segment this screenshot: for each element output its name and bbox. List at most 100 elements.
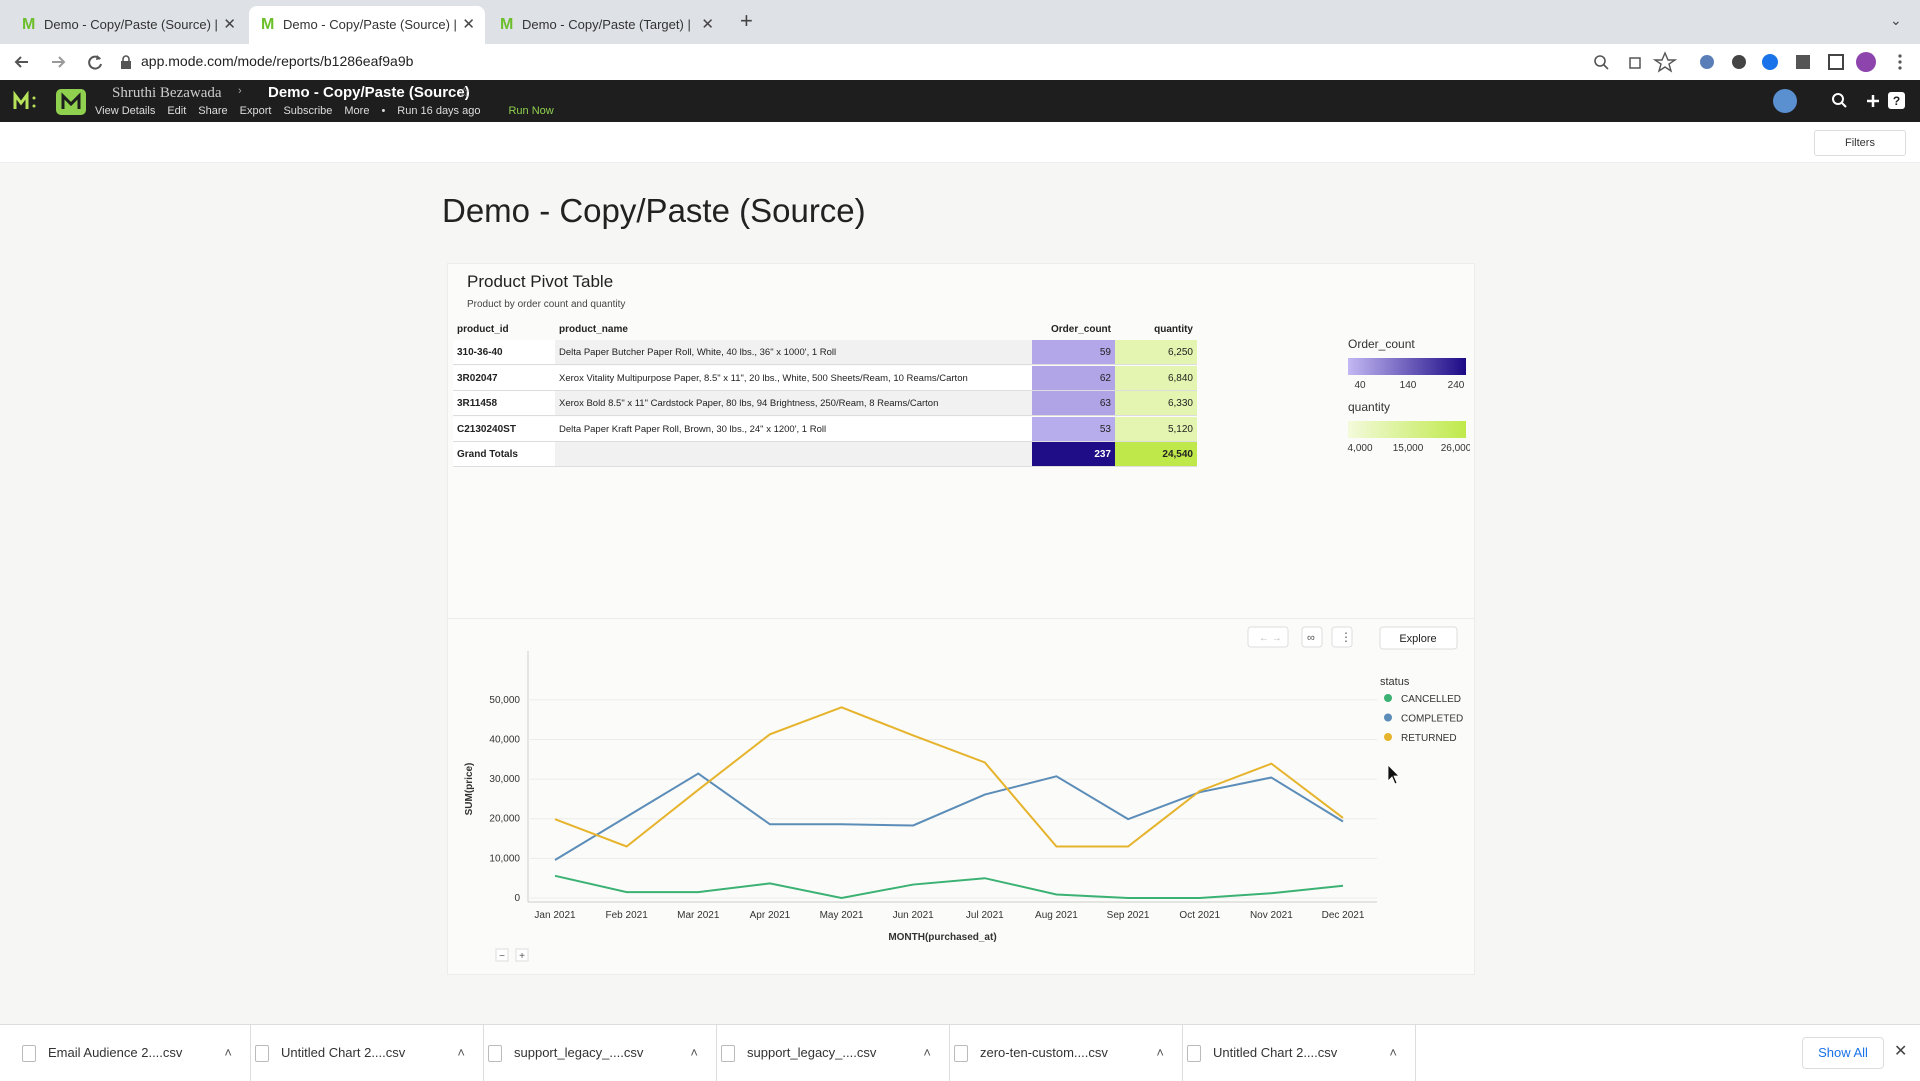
- download-item[interactable]: support_legacy_....csv ˄: [484, 1025, 717, 1081]
- favorite-star[interactable]: ☆: [458, 84, 471, 100]
- legend-tick-label: 140: [1400, 380, 1417, 391]
- menu-item[interactable]: Edit: [167, 105, 187, 117]
- legend-tick-label: 240: [1448, 380, 1465, 391]
- quantity-cell: 5,120: [1115, 416, 1197, 442]
- explore-button[interactable]: Explore: [1399, 633, 1436, 645]
- file-menu[interactable]: ˄: [224, 1045, 232, 1060]
- legend-gradient: [1348, 358, 1466, 375]
- mouse-cursor: [1387, 764, 1400, 785]
- download-item[interactable]: Email Audience 2....csv ˄: [18, 1025, 251, 1081]
- legend-tick-label: 40: [1354, 380, 1366, 391]
- table-cell: C2130240ST: [453, 416, 555, 442]
- legend-swatch: [1384, 694, 1392, 702]
- legend-tick-label: 15,000: [1393, 443, 1424, 454]
- x-tick-label: Feb 2021: [606, 910, 649, 921]
- menu-item[interactable]: More: [344, 105, 370, 117]
- filters-button[interactable]: Filters: [1814, 130, 1906, 156]
- filters-label[interactable]: Filters: [1845, 137, 1875, 149]
- column-header: product_id: [457, 324, 509, 335]
- browser-tab[interactable]: M Demo - Copy/Paste (Source) | ✕: [249, 6, 485, 44]
- table-cell: Delta Paper Kraft Paper Roll, Brown, 30 …: [555, 416, 1032, 442]
- file-icon: [1187, 1045, 1201, 1062]
- tab-title[interactable]: Demo - Copy/Paste (Source) |: [44, 17, 218, 32]
- file-icon: [255, 1045, 269, 1062]
- tab-close[interactable]: ✕: [701, 16, 714, 33]
- tab-close[interactable]: ✕: [462, 16, 475, 33]
- tab-bar: M Demo - Copy/Paste (Source) | ✕ M Demo - Co…: [0, 0, 1920, 44]
- svg-text:⋮: ⋮: [1340, 630, 1352, 644]
- report-title: Demo - Copy/Paste (Source): [442, 192, 866, 229]
- header-actions[interactable]: ?: [1770, 86, 1915, 116]
- show-all-button[interactable]: Show All: [1802, 1037, 1884, 1069]
- y-tick-label: 20,000: [489, 814, 520, 825]
- series-line: [554, 772, 1344, 861]
- new-tab[interactable]: +: [740, 8, 753, 33]
- legend-swatch: [1384, 733, 1392, 741]
- pivot-legend: Order_count 40 140 240 quantity 4,000 15,000 26…: [1347, 337, 1470, 454]
- x-axis-title: MONTH(purchased_at): [888, 932, 996, 943]
- show-all-label[interactable]: Show All: [1818, 1045, 1868, 1060]
- download-item[interactable]: support_legacy_....csv ˄: [717, 1025, 950, 1081]
- browser-tab[interactable]: M Demo - Copy/Paste (Source) | ✕: [10, 6, 246, 44]
- tab-favicon: M: [500, 16, 514, 33]
- file-name[interactable]: support_legacy_....csv: [747, 1045, 877, 1060]
- menu-item[interactable]: Share: [198, 105, 228, 117]
- file-menu[interactable]: ˄: [1389, 1045, 1397, 1060]
- chart-toolbar[interactable]: ← → ∞ ⋮: [1247, 626, 1458, 650]
- legend-tick-label: 4,000: [1347, 443, 1372, 454]
- download-item[interactable]: Untitled Chart 2....csv ˄: [1183, 1025, 1416, 1081]
- y-tick-label: 30,000: [489, 774, 520, 785]
- run-now[interactable]: Run Now: [508, 105, 554, 117]
- file-menu[interactable]: ˄: [690, 1045, 698, 1060]
- file-name[interactable]: Email Audience 2....csv: [48, 1045, 183, 1060]
- svg-text:+: +: [519, 951, 525, 962]
- legend-title: status: [1380, 676, 1410, 688]
- quantity-cell: 6,840: [1115, 365, 1197, 391]
- file-menu[interactable]: ˄: [457, 1045, 465, 1060]
- file-icon: [488, 1045, 502, 1062]
- file-menu[interactable]: ˄: [1156, 1045, 1164, 1060]
- report-name: Demo - Copy/Paste (Source): [268, 84, 470, 101]
- menu-item[interactable]: Subscribe: [283, 105, 333, 117]
- tab-menu[interactable]: ⌄: [1890, 12, 1902, 28]
- file-menu[interactable]: ˄: [923, 1045, 931, 1060]
- menu-item[interactable]: Export: [239, 105, 272, 117]
- legend-tick-label: 26,000: [1441, 443, 1470, 454]
- x-tick-label: Apr 2021: [750, 910, 791, 921]
- legend-label: RETURNED: [1401, 733, 1457, 744]
- nav-buttons[interactable]: [10, 50, 110, 74]
- table-cell: [555, 442, 1032, 467]
- download-item[interactable]: zero-ten-custom....csv ˄: [950, 1025, 1183, 1081]
- url[interactable]: app.mode.com/mode/reports/b1286eaf9a9b: [141, 53, 414, 69]
- tab-title[interactable]: Demo - Copy/Paste (Target) |: [522, 17, 691, 32]
- x-tick-label: Nov 2021: [1250, 910, 1293, 921]
- legend-label: CANCELLED: [1401, 694, 1461, 705]
- zoom-controls[interactable]: − +: [495, 948, 529, 962]
- file-name[interactable]: Untitled Chart 2....csv: [1213, 1045, 1338, 1060]
- browser-extensions[interactable]: [1590, 50, 1910, 74]
- table-cell: Xerox Vitality Multipurpose Paper, 8.5" …: [555, 365, 1032, 391]
- browser-tab[interactable]: M Demo - Copy/Paste (Target) | ✕: [488, 6, 724, 44]
- menu-item[interactable]: View Details: [95, 105, 156, 117]
- close-downloads[interactable]: ✕: [1894, 1043, 1908, 1060]
- legend-gradient: [1348, 421, 1466, 438]
- order-count-cell: 53: [1032, 416, 1115, 442]
- legend-label: COMPLETED: [1401, 714, 1463, 725]
- tab-close[interactable]: ✕: [223, 16, 236, 33]
- download-item[interactable]: Untitled Chart 2....csv ˄: [251, 1025, 484, 1081]
- order-count-cell: 237: [1032, 442, 1115, 467]
- series-line: [554, 874, 1344, 900]
- file-icon: [954, 1045, 968, 1062]
- file-name[interactable]: support_legacy_....csv: [514, 1045, 644, 1060]
- downloads-bar: Show All ✕ Email Audience 2....csv ˄ Untit…: [0, 1024, 1920, 1081]
- user-name[interactable]: Shruthi Bezawada: [112, 85, 222, 101]
- app-logo[interactable]: [12, 89, 92, 115]
- app-header: Shruthi Bezawada › Demo - Copy/Paste (So…: [0, 80, 1920, 122]
- file-name[interactable]: zero-ten-custom....csv: [980, 1045, 1108, 1060]
- x-tick-label: Jul 2021: [966, 910, 1004, 921]
- tab-title[interactable]: Demo - Copy/Paste (Source) |: [283, 17, 457, 32]
- run-info: Run 16 days ago: [397, 105, 481, 117]
- report-menu: View Details Edit Share Export Subscribe More…: [95, 105, 554, 117]
- file-name[interactable]: Untitled Chart 2....csv: [281, 1045, 406, 1060]
- order-count-cell: 63: [1032, 391, 1115, 416]
